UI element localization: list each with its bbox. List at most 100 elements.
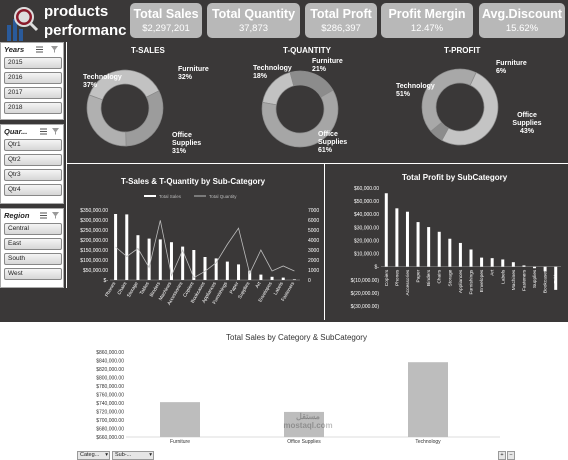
dropdown-arrow-icon: ▾ [105,452,108,458]
y-tick: $860,000.00 [96,350,124,356]
slicer-title: Quar... [4,127,28,136]
multi-select-icon[interactable] [39,127,48,136]
bar-total-sales [169,242,173,280]
donut-slice-furniture [289,70,334,98]
donut-label: Furniture 32% [178,66,209,82]
slicer-item-2015[interactable]: 2015 [4,57,62,69]
x-tick-label: Technology [415,439,441,445]
slicer-years: Years 2015 2016 2017 2018 [0,42,64,120]
y-tick-right: 0 [308,278,311,284]
divider [66,163,568,164]
y-tick: $(10,000.00) [351,278,380,284]
bar-total-sales [259,274,263,280]
y-tick: $760,000.00 [96,393,124,399]
y-tick: $(20,000.00) [351,291,380,297]
slicer-item-2016[interactable]: 2016 [4,72,62,84]
y-tick-right: 5000 [308,228,319,234]
slicer-item-2018[interactable]: 2018 [4,102,62,114]
y-tick: $- [375,265,380,271]
x-tick-label: Paper [416,269,422,282]
donut-profit-title: T-PROFIT [444,46,481,55]
bar-profit [448,238,452,267]
clear-filter-icon[interactable] [51,127,60,136]
x-tick-label: Tables [139,280,151,296]
x-tick-label: Appliances [458,269,464,293]
slicer-header: Years [1,43,63,57]
kpi-label: Total Proft [310,7,372,21]
donut-label: Technology 18% [253,65,292,81]
slicer-item-south[interactable]: South [4,253,62,265]
slicer-item-qtr1[interactable]: Qtr1 [4,139,62,151]
bar-total-sales [158,239,162,280]
y-tick-left: $300,000.00 [80,218,108,224]
donut-label-pct: 51% [396,91,411,98]
y-tick: $700,000.00 [96,418,124,424]
y-tick-left: $- [104,278,109,284]
donut-label-name: Furniture [496,60,527,67]
bar-profit [458,242,462,267]
dropdown-arrow-icon: ▾ [149,452,152,458]
bottom-bar-chart: $660,000.00 $680,000.00 $700,000.00 $720,00… [96,350,500,445]
x-tick-label: Office Supplies [287,439,321,445]
x-tick-label: Supplies [237,280,252,299]
category-filter-button[interactable]: Categ... ▾ [77,451,110,460]
bar-total-sales [292,279,296,280]
multi-select-icon[interactable] [39,211,48,220]
donut-label-name: Office Supplies [172,132,202,147]
y-tick-right: 4000 [308,238,319,244]
donut-label-name: Furniture [178,66,209,73]
x-tick-label: Furniture [170,439,190,445]
clear-filter-icon[interactable] [50,45,59,54]
bar-total-sales [192,250,196,280]
kpi-value: 12.47% [410,23,444,34]
donut-label-pct: 37% [83,82,98,89]
y-tick: $(30,000.00) [351,304,380,310]
x-tick-label: Art [490,269,496,276]
x-tick-label: Labels [500,269,506,284]
bar-total-sales [214,258,218,280]
slicer-item-qtr4[interactable]: Qtr4 [4,184,62,196]
y-tick-right: 1000 [308,268,319,274]
multi-select-icon[interactable] [35,45,44,54]
kpi-value: 37,873 [238,23,269,34]
y-tick: $20,000.00 [354,238,379,244]
subcategory-filter-button[interactable]: Sub-... ▾ [112,451,154,460]
slicer-title: Years [4,45,25,54]
donut-label-name: Technology [396,83,435,90]
kpi-total-quantity: Total Quantity 37,873 [207,3,300,38]
y-tick: $60,000.00 [354,186,379,192]
slicer-item-west[interactable]: West [4,268,62,280]
x-tick-label: Bookcases [543,269,549,293]
bar-category-sales [284,411,324,437]
y-tick-right: 6000 [308,218,319,224]
remove-icon[interactable]: − [507,451,515,460]
kpi-label: Profit Mergin [388,7,466,21]
bar-profit [395,208,399,267]
donut-label-pct: 31% [172,148,187,155]
y-tick: $720,000.00 [96,410,124,416]
donut-slice-furniture [125,90,164,147]
x-tick-label: Binders [426,269,432,286]
bar-category-sales [408,362,448,437]
divider [66,42,67,288]
add-icon[interactable]: + [498,451,506,460]
clear-filter-icon[interactable] [51,211,60,220]
bottom-chart-title: Total Sales by Category & SubCategory [226,333,367,342]
x-tick-label: Machines [511,269,517,290]
combo-chart-title: T-Sales & T-Quantity by Sub-Category [121,177,266,186]
slicer-header: Quar... [1,125,63,139]
slicer-title: Region [4,211,30,220]
y-tick: $800,000.00 [96,376,124,382]
slicer-item-qtr3[interactable]: Qtr3 [4,169,62,181]
slicer-item-2017[interactable]: 2017 [4,87,62,99]
donut-label-pct: 18% [253,73,268,80]
slicer-item-central[interactable]: Central [4,223,62,235]
line-total-quantity [115,220,295,279]
bar-category-sales [160,402,200,437]
donut-slice-technology [441,72,499,146]
slicer-item-qtr2[interactable]: Qtr2 [4,154,62,166]
y-tick-right: 7000 [308,208,319,214]
y-tick: $780,000.00 [96,384,124,390]
slicer-item-east[interactable]: East [4,238,62,250]
kpi-value: $2,297,201 [142,23,190,34]
